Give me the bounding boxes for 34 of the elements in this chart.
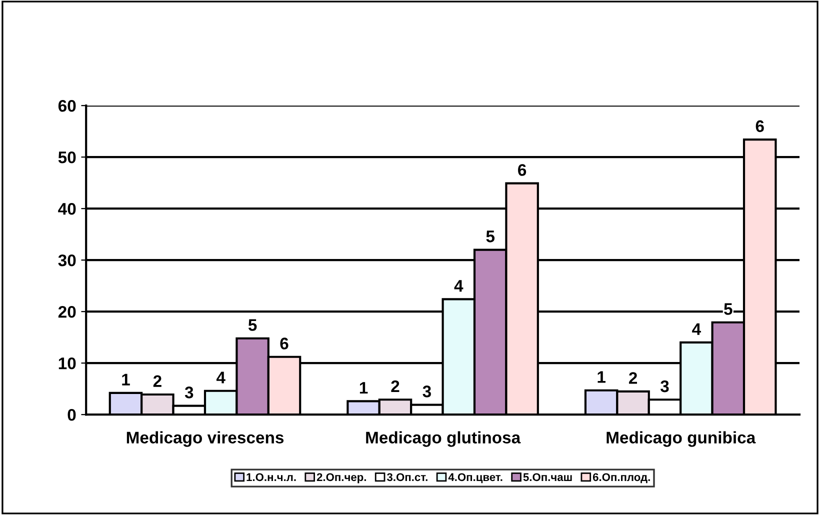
annotation: 1 [598,371,606,383]
y-tick-label: 0 [68,408,76,421]
legend-label: 6.Оп.плод. [592,473,650,484]
annotation: 2 [391,380,400,392]
legend-label: 2.Оп.чер. [316,473,366,484]
annotation: 3 [184,386,194,398]
x-tick-label: Medicago gunibica [606,431,756,447]
y-tick-label: 10 [58,357,76,370]
y-tick-label: 50 [58,151,76,164]
annotation: 1 [360,382,368,394]
annotation: 1 [122,374,130,386]
x-tick-label: Medicago glutinosa [366,431,521,447]
annotation: 6 [518,164,526,176]
annotation: 2 [628,372,638,384]
y-tick-label: 60 [58,100,76,112]
annotation: 2 [153,375,162,387]
annotation: 4 [692,323,701,335]
legend-label: 5.Оп.чаш [523,473,572,482]
annotation: 5 [486,230,495,242]
annotation: 6 [280,338,288,350]
y-tick-label: 40 [58,202,76,215]
legend-label: 4.Оп.цвет. [448,473,502,484]
annotation: 5 [248,319,257,331]
legend-label: 3.Оп.ст. [386,473,428,482]
legend-label: 1.О.н.ч.л. [246,473,296,482]
annotation: 6 [756,120,764,132]
annotation: 3 [660,380,669,392]
y-tick-label: 20 [58,306,76,318]
annotation: 3 [422,386,431,398]
annotation: 4 [216,372,226,384]
y-tick-label: 30 [58,254,76,266]
x-tick-label: Medicago virescens [126,431,284,447]
annotation: 4 [454,280,464,292]
annotation: 5 [724,303,732,315]
